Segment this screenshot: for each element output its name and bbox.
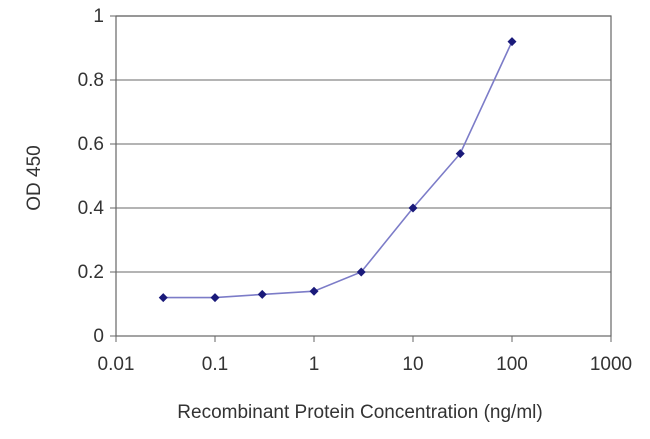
series-line [163,41,513,299]
x-axis-title: Recombinant Protein Concentration (ng/ml… [177,402,542,423]
data-point [455,149,465,159]
x-tick-label: 0.01 [98,354,135,375]
y-axis-title: OD 450 [24,145,45,210]
y-tick-label: 0 [93,326,104,347]
x-tick-label: 0.1 [202,354,228,375]
data-series [158,37,517,303]
x-tick-label: 10 [402,354,423,375]
axes [110,15,612,342]
data-point [210,293,220,303]
y-tick-label: 1 [93,6,104,27]
data-point [158,293,168,303]
data-point [507,37,517,47]
data-point [408,203,418,213]
y-tick-label: 0.2 [78,262,104,283]
x-tick-label: 1 [309,354,320,375]
data-point [309,286,319,296]
data-point [356,267,366,277]
x-tick-label: 1000 [590,354,632,375]
plot-frame [115,15,612,337]
data-point [257,289,267,299]
grid-lines [116,15,611,273]
y-tick-label: 0.4 [78,198,105,219]
x-tick-label: 100 [496,354,528,375]
tick-labels: 0 0.2 0.4 0.6 0.8 1 0.01 0.1 1 10 100 1000 [78,6,633,375]
y-tick-label: 0.6 [78,134,104,155]
y-tick-label: 0.8 [78,70,104,91]
